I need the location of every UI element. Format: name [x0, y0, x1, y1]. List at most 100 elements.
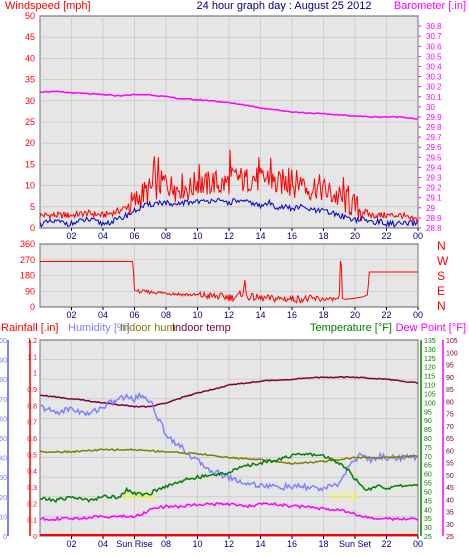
- barometer-tick-label: 30: [426, 103, 435, 112]
- barometer-series: [39, 90, 419, 120]
- temperature-tick-label: 130: [424, 347, 436, 354]
- x-tick-label: 00: [413, 310, 423, 320]
- rainfall-tick-label: 0.1: [27, 518, 37, 525]
- x-tick-label: 22: [381, 310, 391, 320]
- rainfall-tick-label: 0: [33, 534, 37, 541]
- temperature-tick-label: 30: [424, 525, 432, 532]
- temperature-tick-label: 105: [424, 391, 436, 398]
- x-tick-label: 06: [129, 231, 139, 241]
- dew-series: [39, 501, 419, 522]
- dewpoint-tick-label: 90: [446, 375, 454, 382]
- dewpoint-axis-label: Dew Point [°F]: [396, 322, 466, 334]
- intemp-series: [39, 375, 419, 409]
- humidity-tick-label: 60: [0, 416, 7, 423]
- humidity-tick-label: 50: [0, 436, 7, 443]
- x-tick-label: 20: [350, 231, 360, 241]
- indoor-temp-legend: Indoor temp: [172, 322, 231, 334]
- barometer-tick-label: 30.1: [426, 93, 442, 102]
- temperature-tick-label: 70: [424, 454, 432, 461]
- windspeed-tick-label: 15: [25, 159, 35, 169]
- compass-label: W: [437, 254, 449, 268]
- barometer-tick-label: 29.6: [426, 143, 442, 152]
- x-tick-label: 14: [255, 539, 265, 549]
- x-tick-label: 10: [192, 231, 202, 241]
- windspeed-tick-label: 35: [25, 75, 35, 85]
- x-tick-label: 00: [413, 231, 423, 241]
- barometer-tick-label: 29.8: [426, 123, 442, 132]
- temperature-tick-label: 50: [424, 489, 432, 496]
- temp-series: [39, 452, 419, 504]
- rainfall-tick-label: 0.5: [27, 452, 37, 459]
- dewpoint-tick-label: 95: [446, 363, 454, 370]
- temperature-tick-label: 35: [424, 516, 432, 523]
- temperature-tick-label: 80: [424, 436, 432, 443]
- dewpoint-tick-label: 35: [446, 510, 454, 517]
- x-tick-label: 08: [161, 539, 171, 549]
- humidity-tick-label: 20: [0, 495, 7, 502]
- x-tick-label: 16: [287, 310, 297, 320]
- barometer-tick-label: 29.9: [426, 113, 442, 122]
- humidity-tick-label: 40: [0, 456, 7, 463]
- rainfall-tick-label: 1: [33, 371, 37, 378]
- rainfall-tick-label: 0.7: [27, 420, 37, 427]
- humidity-tick-label: 80: [0, 377, 7, 384]
- direction-tick-label: 90: [25, 286, 35, 296]
- dewpoint-tick-label: 45: [446, 485, 454, 492]
- rainfall-tick-label: 0.4: [27, 469, 37, 476]
- x-tick-label: 22: [381, 539, 391, 549]
- rainfall-tick-label: 1.1: [27, 354, 37, 361]
- dewpoint-tick-label: 105: [446, 338, 458, 345]
- temperature-tick-label: 60: [424, 472, 432, 479]
- dewpoint-tick-label: 100: [446, 350, 458, 357]
- barometer-tick-label: 30.6: [426, 42, 442, 51]
- temperature-tick-label: 115: [424, 374, 435, 381]
- windspeed-tick-label: 20: [25, 138, 35, 148]
- temperature-tick-label: 75: [424, 445, 432, 452]
- x-tick-label: 12: [224, 310, 234, 320]
- dewpoint-tick-label: 60: [446, 448, 454, 455]
- temperature-tick-label: 100: [424, 400, 436, 407]
- direction-tick-label: 0: [30, 302, 35, 312]
- barometer-tick-label: 30.4: [426, 62, 442, 71]
- x-tick-label: 10: [192, 310, 202, 320]
- humidity-tick-label: 10: [0, 514, 7, 521]
- dewpoint-tick-label: 70: [446, 424, 454, 431]
- x-tick-label: 02: [66, 539, 76, 549]
- dewpoint-tick-label: 40: [446, 497, 454, 504]
- windspeed-axis-label: Windspeed [mph]: [5, 0, 91, 12]
- temperature-tick-label: 65: [424, 463, 432, 470]
- humidity-tick-label: 30: [0, 475, 7, 482]
- x-tick-label: Sun Set: [339, 539, 372, 549]
- humidity-tick-label: 90: [0, 358, 7, 365]
- temperature-tick-label: 110: [424, 383, 435, 390]
- sun-annotation-label: Sun Set: [330, 492, 359, 501]
- x-tick-label: 16: [287, 231, 297, 241]
- temperature-tick-label: 95: [424, 409, 432, 416]
- temperature-tick-label: 120: [424, 365, 436, 372]
- barometer-tick-label: 30.7: [426, 32, 442, 41]
- direction-tick-label: 270: [20, 255, 35, 265]
- barometer-tick-label: 29.2: [426, 184, 442, 193]
- x-tick-label: 00: [413, 539, 423, 549]
- humidity-axis-label: Humidity [%]: [68, 322, 130, 334]
- dewpoint-tick-label: 25: [446, 534, 454, 541]
- barometer-tick-label: 30.5: [426, 52, 442, 61]
- barometer-tick-label: 30.8: [426, 22, 442, 31]
- x-tick-label: 08: [161, 310, 171, 320]
- windspeed-tick-label: 0: [30, 223, 35, 233]
- barometer-tick-label: 29.1: [426, 194, 442, 203]
- dewpoint-tick-label: 55: [446, 461, 454, 468]
- compass-label: N: [437, 299, 446, 313]
- x-tick-label: 12: [224, 231, 234, 241]
- barometer-tick-label: 29.5: [426, 153, 442, 162]
- temperature-tick-label: 135: [424, 338, 436, 345]
- humidity-tick-label: 70: [0, 397, 7, 404]
- compass-label: N: [437, 239, 446, 253]
- dewpoint-tick-label: 85: [446, 387, 454, 394]
- x-tick-label: 20: [350, 310, 360, 320]
- temperature-tick-label: 55: [424, 481, 432, 488]
- humidity-tick-label: 0: [3, 534, 7, 541]
- rainfall-tick-label: 0.8: [27, 403, 37, 410]
- x-tick-label: 14: [255, 231, 265, 241]
- temperature-tick-label: 25: [424, 534, 432, 541]
